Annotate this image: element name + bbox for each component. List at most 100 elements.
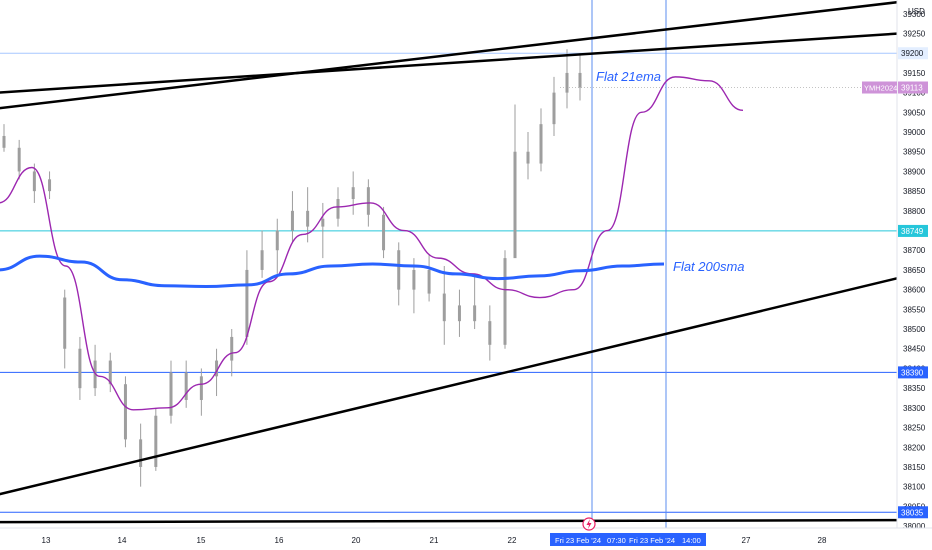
candle-body (336, 199, 340, 219)
time-axis[interactable]: 13141516202122262728 Fri 23 Feb '24 07:3… (0, 527, 932, 550)
price-tick-label: 38250 (903, 424, 926, 433)
currency-label: USD (908, 7, 925, 16)
candle-body (199, 376, 203, 400)
candle-body (169, 372, 173, 416)
candle-body (382, 214, 386, 251)
candle-body (63, 297, 67, 349)
date-tag-2: Fri 23 Feb '24 14:00 (626, 533, 706, 546)
candle-body (245, 269, 249, 337)
last-price-tag (898, 81, 928, 94)
candle-body (154, 415, 158, 467)
ticker-tag-text: YMH2024 (864, 84, 897, 93)
candle-body (473, 305, 477, 322)
date-tag-2-date: Fri 23 Feb '24 (629, 536, 675, 545)
time-tick-label: 22 (508, 536, 517, 545)
last-price-tag-text: 39113 (901, 84, 923, 93)
date-tag-1-time: 07:30 (607, 536, 626, 545)
candle-body (78, 348, 82, 389)
price-tick-label: 38900 (903, 167, 926, 176)
price-tick-label: 38150 (903, 463, 926, 472)
candle-body (578, 72, 582, 88)
trendline[interactable] (0, 32, 900, 94)
date-tag-1-date: Fri 23 Feb '24 (555, 536, 601, 545)
candle-body (565, 72, 569, 93)
sma-annotation: Flat 200sma (673, 259, 745, 274)
time-tick-label: 28 (818, 536, 827, 545)
horizontal-levels (0, 52, 897, 513)
candle-body (17, 147, 21, 172)
candle-body (230, 336, 234, 361)
time-axis-background (0, 528, 932, 550)
candle-body (442, 293, 446, 322)
trendlines (0, 0, 900, 524)
price-tick-label: 38600 (903, 286, 926, 295)
price-tick-label: 38700 (903, 246, 926, 255)
candle-body (552, 92, 556, 125)
level-tag-text: 39200 (901, 49, 924, 58)
time-tick-label: 21 (430, 536, 439, 545)
candle-body (215, 360, 219, 377)
event-marker-icon[interactable] (582, 517, 596, 531)
price-axis[interactable]: USD 380003805038100381503820038250383003… (862, 0, 932, 531)
candle-body (2, 135, 6, 148)
sma200-line[interactable] (0, 254, 665, 288)
candle-body (427, 269, 431, 294)
candles (2, 49, 582, 487)
candle-body (48, 179, 52, 192)
price-tick-label: 39050 (903, 108, 926, 117)
ema21-line[interactable] (0, 76, 744, 411)
trendline[interactable] (0, 0, 900, 110)
candle-body (513, 151, 517, 259)
level-tag (898, 47, 928, 60)
candle-body (503, 258, 507, 345)
level-tag-text: 38749 (901, 227, 924, 236)
trendline[interactable] (0, 276, 900, 496)
candle-body (351, 187, 355, 200)
candle-body (321, 218, 325, 227)
candle-body (412, 269, 416, 290)
price-level-tags: 39200 38749 38390 38035 YMH2024 39113 (862, 47, 928, 519)
date-tag-1: Fri 23 Feb '24 07:30 (550, 533, 632, 546)
candle-body (260, 250, 264, 270)
candle-body (108, 360, 112, 385)
time-tick-label: 27 (742, 536, 751, 545)
time-tick-label: 15 (197, 536, 206, 545)
price-tick-label: 39150 (903, 69, 926, 78)
vertical-lines (591, 0, 667, 528)
price-tick-label: 38300 (903, 404, 926, 413)
candle-body (526, 151, 530, 164)
level-tag (898, 506, 928, 519)
candle-body (488, 321, 492, 345)
candle-body (306, 210, 310, 227)
price-tick-label: 38000 (903, 522, 926, 531)
trendline[interactable] (0, 518, 900, 524)
price-tick-label: 38550 (903, 305, 926, 314)
price-tick-label: 38450 (903, 345, 926, 354)
price-tick-label: 39300 (903, 10, 926, 19)
ema-annotation: Flat 21ema (596, 69, 661, 84)
price-tick-label: 38500 (903, 325, 926, 334)
indicator-lines (0, 76, 744, 411)
candle-body (184, 372, 188, 400)
level-tag-text: 38390 (901, 368, 924, 377)
candle-body (457, 305, 461, 322)
price-tick-label: 38850 (903, 187, 926, 196)
candle-body (275, 230, 279, 251)
candle-body (290, 210, 294, 231)
level-tag (898, 366, 928, 379)
time-tick-label: 20 (352, 536, 361, 545)
candle-body (139, 439, 143, 467)
price-tick-label: 38200 (903, 443, 926, 452)
candle-body (32, 171, 36, 192)
time-tick-label: 13 (42, 536, 51, 545)
candle-body (397, 250, 401, 290)
time-tick-label: 14 (118, 536, 127, 545)
level-tag-text: 38035 (901, 508, 924, 517)
price-tick-label: 38350 (903, 384, 926, 393)
price-tick-label: 39250 (903, 30, 926, 39)
candle-body (366, 187, 370, 215)
price-tick-label: 38950 (903, 148, 926, 157)
candle-body (539, 124, 543, 164)
